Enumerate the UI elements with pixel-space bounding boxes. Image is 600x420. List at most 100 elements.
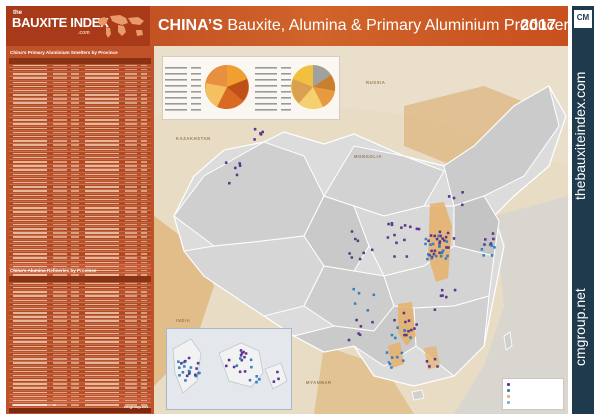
- bauxite-zone-guangxi: [388, 342, 404, 368]
- table-row: [9, 68, 151, 73]
- facility-marker: [489, 242, 493, 245]
- facility-marker: [409, 225, 412, 229]
- table-row: [9, 265, 151, 270]
- facility-marker: [387, 222, 390, 226]
- facility-marker: [400, 226, 403, 229]
- facility-marker: [390, 366, 393, 369]
- sea-area: [454, 196, 568, 414]
- table-row: [9, 239, 151, 245]
- facility-marker: [404, 320, 407, 324]
- facility-marker: [424, 242, 427, 246]
- table-row: [9, 357, 151, 362]
- table-row: [9, 177, 151, 182]
- facility-marker: [461, 203, 464, 207]
- table-row: [9, 122, 151, 127]
- sidebar-site-cmgroup[interactable]: cmgroup.net: [572, 288, 588, 366]
- table-row: [9, 340, 151, 345]
- table-row: [9, 248, 151, 253]
- smelters-table-rows: [9, 64, 151, 299]
- refineries-table-total: [9, 407, 151, 413]
- table-row: [9, 286, 151, 291]
- facility-marker: [433, 249, 437, 253]
- globe-map-icon: [98, 15, 144, 38]
- facility-marker: [228, 181, 231, 185]
- inset-facility-marker: [187, 369, 191, 373]
- facility-marker: [426, 257, 429, 261]
- title-subject: Bauxite, Alumina & Primary Aluminium Pro…: [222, 17, 577, 34]
- inset-facility-marker: [248, 378, 252, 382]
- inset-facility-marker: [255, 375, 258, 378]
- inset-facility-marker: [178, 374, 181, 377]
- table-row: [9, 387, 151, 391]
- table-row: [9, 374, 151, 379]
- table-row: [9, 244, 151, 249]
- table-row: [9, 315, 151, 320]
- inset-facility-marker: [184, 379, 187, 382]
- bauxite-zone-guizhou: [398, 302, 416, 346]
- inset-facility-marker: [235, 364, 239, 367]
- smelters-table-header: [9, 58, 151, 64]
- facility-marker: [390, 222, 394, 225]
- facility-marker: [447, 195, 451, 198]
- table-row: [9, 114, 151, 119]
- legend-item-other: [507, 400, 561, 405]
- inset-facility-marker: [196, 361, 200, 365]
- facility-marker: [438, 251, 441, 255]
- china-map: RUSSIA MONGOLIA KAZAKHSTAN INDIA MYANMAR: [154, 46, 568, 414]
- bauxite-zone-south: [424, 346, 440, 370]
- inset-facility-marker: [239, 349, 243, 352]
- table-row: [9, 169, 151, 173]
- inset-facility-marker: [183, 365, 186, 368]
- facility-marker: [433, 357, 437, 361]
- table-row: [9, 198, 151, 203]
- table-row: [9, 323, 151, 329]
- facility-marker: [432, 252, 436, 256]
- facility-marker: [235, 173, 239, 177]
- page-title: CHINA’S Bauxite, Alumina & Primary Alumi…: [158, 17, 577, 35]
- refineries-heading: China’s Alumina Refineries by Province: [10, 268, 97, 273]
- table-row: [9, 227, 151, 232]
- facility-marker: [261, 130, 264, 134]
- facility-marker: [370, 248, 374, 252]
- refineries-table-header: [9, 276, 151, 282]
- table-row: [9, 164, 151, 169]
- facility-marker: [425, 360, 429, 363]
- brand-sidebar: CM thebauxiteindex.com cmgroup.net: [572, 6, 594, 414]
- table-row: [9, 349, 151, 354]
- smelters-table: [9, 58, 151, 304]
- brand-the: the: [13, 10, 22, 16]
- inset-facility-marker: [249, 358, 253, 362]
- facility-marker: [429, 243, 432, 246]
- table-row: [9, 378, 151, 383]
- label-myanmar: MYANMAR: [306, 380, 332, 385]
- facility-marker: [491, 232, 495, 235]
- facility-marker: [433, 234, 436, 238]
- sidebar-site-bauxiteindex[interactable]: thebauxiteindex.com: [572, 71, 588, 201]
- inset-facility-marker: [250, 365, 253, 369]
- header-bar: the BAUXITE INDEX .com CHINA’S Bauxite, …: [6, 6, 577, 46]
- facility-marker: [224, 161, 228, 164]
- label-india: INDIA: [176, 318, 191, 323]
- table-row: [9, 110, 151, 115]
- facility-marker: [452, 196, 456, 200]
- facility-marker: [437, 234, 440, 238]
- table-row: [9, 147, 151, 152]
- facility-marker: [359, 325, 363, 328]
- table-row: [9, 105, 151, 111]
- facility-markers: [224, 127, 496, 369]
- table-row: [9, 181, 151, 186]
- facility-marker: [428, 365, 431, 368]
- table-row: [9, 269, 151, 274]
- smelters-heading: China’s Primary Aluminium Smelters by Pr…: [10, 50, 118, 55]
- facility-marker: [446, 254, 449, 258]
- facility-marker: [427, 253, 430, 256]
- facility-marker: [490, 254, 494, 257]
- inset-facility-marker: [178, 366, 181, 369]
- label-mongolia: MONGOLIA: [354, 154, 382, 159]
- facility-marker: [427, 239, 430, 243]
- facility-marker: [356, 239, 360, 243]
- table-row: [9, 307, 151, 312]
- table-row: [9, 139, 151, 144]
- title-year: 2017: [520, 17, 556, 34]
